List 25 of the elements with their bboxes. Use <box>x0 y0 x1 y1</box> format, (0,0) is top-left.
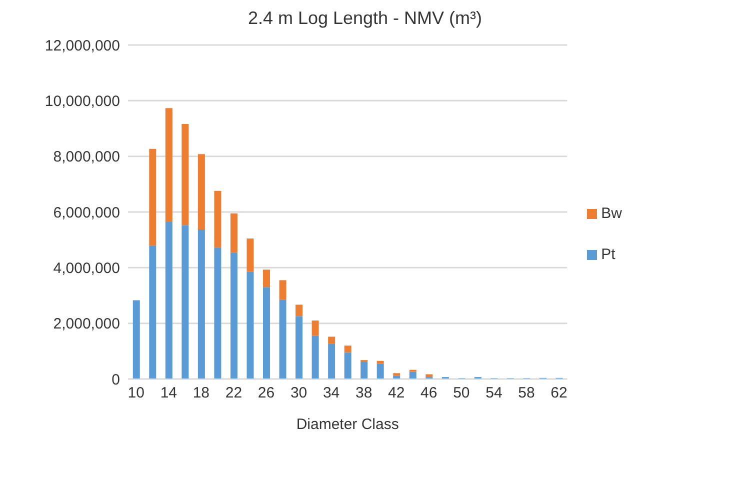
x-tick-label: 50 <box>453 384 470 402</box>
x-tick-label: 14 <box>160 384 178 402</box>
x-axis-title: Diameter Class <box>296 416 399 433</box>
y-tick-label: 4,000,000 <box>53 260 120 277</box>
y-tick-label: 6,000,000 <box>53 204 120 222</box>
x-tick-label: 62 <box>550 384 568 402</box>
y-tick-label: 10,000,000 <box>44 92 120 110</box>
y-tick-label: 0 <box>112 371 120 388</box>
x-tick-label: 46 <box>420 384 438 402</box>
x-tick-label: 22 <box>225 384 242 402</box>
x-tick-label: 42 <box>388 384 405 402</box>
y-tick-label: 2,000,000 <box>53 316 120 333</box>
chart-title: 2.4 m Log Length - NMV (m³) <box>246 8 484 29</box>
y-tick-label: 8,000,000 <box>53 148 120 166</box>
x-tick-label: 30 <box>290 384 308 402</box>
x-tick-label: 58 <box>518 384 535 402</box>
x-tick-label: 18 <box>192 384 210 402</box>
y-tick-label: 12,000,000 <box>44 37 120 54</box>
x-tick-label: 10 <box>128 384 144 402</box>
x-tick-label: 34 <box>322 384 340 402</box>
x-tick-label: 26 <box>258 384 275 402</box>
legend-label: Bw <box>601 205 622 222</box>
x-tick-label: 54 <box>486 384 502 402</box>
x-tick-label: 38 <box>356 384 372 402</box>
legend-label: Pt <box>601 246 616 263</box>
